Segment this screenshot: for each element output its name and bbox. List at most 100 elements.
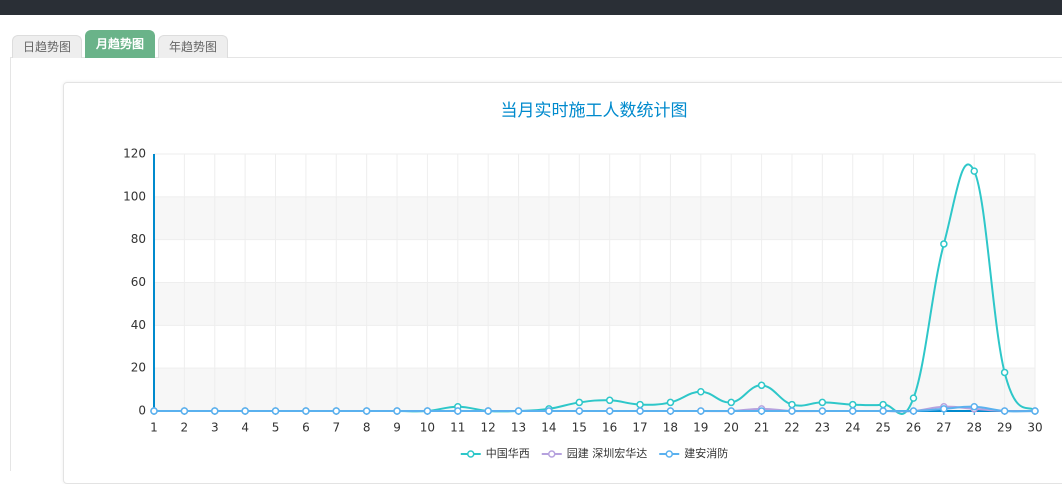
point (332, 407, 341, 415)
x-tick-label: 6 (302, 421, 310, 435)
x-tick-label: 30 (1027, 421, 1042, 435)
grid-band (154, 154, 1035, 197)
point (180, 407, 189, 415)
chart-title: 当月实时施工人数统计图 (501, 101, 688, 121)
grid-band (154, 368, 1035, 411)
legend-label: 中国华西 (486, 446, 530, 460)
point (1000, 407, 1009, 415)
point (940, 405, 948, 413)
x-tick-label: 13 (511, 421, 526, 435)
point (818, 398, 827, 407)
point (1000, 368, 1009, 377)
y-tick-label: 120 (123, 147, 146, 161)
point (271, 407, 280, 415)
legend-marker (467, 450, 475, 458)
y-tick-label: 60 (131, 275, 146, 289)
x-tick-label: 4 (241, 421, 249, 435)
point (241, 407, 249, 415)
grid-band (154, 282, 1035, 326)
point (727, 407, 735, 415)
legend-label: 园建 深圳宏华达 (567, 446, 648, 460)
tab-line (10, 57, 1062, 58)
point (211, 407, 219, 415)
legend-marker (548, 450, 556, 458)
x-tick-label: 7 (332, 421, 340, 435)
x-tick-label: 29 (997, 421, 1012, 435)
x-tick-label: 21 (754, 421, 769, 435)
point (757, 381, 766, 390)
x-tick-label: 23 (815, 421, 830, 435)
grid-band (154, 196, 1035, 240)
point (788, 400, 796, 409)
point (666, 398, 675, 407)
point (666, 407, 675, 415)
point (879, 400, 887, 409)
point (848, 400, 857, 409)
x-tick-label: 24 (845, 421, 860, 435)
point (1031, 407, 1039, 415)
legend-marker (665, 450, 673, 458)
point (697, 387, 705, 396)
point (757, 407, 766, 415)
legend-label: 建安消防 (684, 446, 728, 460)
x-tick-label: 14 (541, 421, 556, 435)
x-tick-label: 26 (906, 421, 921, 435)
grid-band (154, 325, 1035, 369)
panel (10, 57, 1062, 471)
point (454, 407, 462, 415)
point (848, 407, 857, 415)
point (605, 407, 614, 415)
point (697, 407, 705, 415)
y-tick-label: 40 (131, 318, 146, 332)
grid-band (154, 239, 1035, 283)
point (636, 400, 644, 409)
y-tick-label: 100 (123, 189, 146, 203)
point (788, 407, 796, 415)
legend: 中国华西 园建 深圳宏华达 建安消防 (460, 446, 728, 460)
y-tick-label: 20 (131, 361, 146, 375)
tab[interactable]: 日趋势图 (12, 35, 83, 58)
x-tick-label: 27 (936, 421, 951, 435)
x-tick-label: 3 (211, 421, 219, 435)
x-tick-label: 19 (693, 421, 708, 435)
tab[interactable]: 年趋势图 (158, 35, 229, 58)
x-tick-label: 8 (363, 421, 371, 435)
x-tick-label: 9 (393, 421, 401, 435)
point (575, 398, 584, 407)
x-tick-label: 22 (784, 421, 799, 435)
point (909, 394, 918, 402)
point (940, 240, 948, 248)
point (302, 407, 310, 415)
tab-active[interactable]: 月趋势图 (85, 30, 156, 58)
x-tick-label: 1 (150, 421, 158, 435)
x-tick-label: 15 (572, 421, 587, 435)
x-tick-label: 12 (481, 421, 496, 435)
y-tick-label: 80 (131, 232, 146, 246)
point (362, 407, 371, 415)
point (970, 167, 978, 175)
point (484, 407, 492, 415)
point (636, 407, 644, 415)
point (514, 407, 523, 415)
x-tick-label: 5 (272, 421, 280, 435)
point (970, 402, 978, 411)
x-tick-label: 18 (663, 421, 678, 435)
x-tick-label: 2 (181, 421, 189, 435)
point (727, 398, 735, 407)
x-tick-label: 20 (724, 421, 739, 435)
point (879, 407, 887, 415)
point (575, 407, 584, 415)
point (423, 407, 432, 415)
x-tick-label: 17 (632, 421, 647, 435)
point (605, 396, 614, 405)
x-tick-label: 11 (450, 421, 465, 435)
point (393, 407, 401, 415)
x-tick-label: 10 (420, 421, 435, 435)
x-tick-label: 25 (875, 421, 890, 435)
point (150, 407, 158, 415)
x-tick-label: 28 (967, 421, 982, 435)
point (909, 407, 918, 415)
point (545, 407, 553, 415)
